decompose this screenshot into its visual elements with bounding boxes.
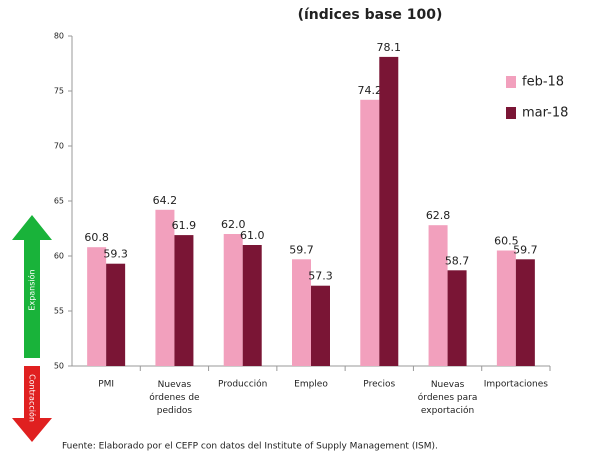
- value-label: 60.5: [494, 235, 519, 248]
- x-tick-label: Empleo: [294, 380, 328, 390]
- bar: [447, 270, 467, 366]
- value-label: 59.3: [103, 248, 128, 261]
- x-tick-label: Nuevas órdenes para exportación: [418, 380, 478, 416]
- value-label: 59.7: [289, 243, 314, 256]
- bar: [515, 259, 535, 366]
- x-tick-label: Importaciones: [484, 380, 549, 390]
- value-label: 59.7: [513, 243, 538, 256]
- bar: [428, 225, 448, 366]
- bar: [106, 263, 126, 366]
- y-tick-label: 65: [54, 197, 64, 206]
- y-tick-label: 75: [54, 87, 64, 96]
- expansion-arrow: [12, 215, 52, 358]
- x-tick-label: PMI: [98, 380, 114, 390]
- value-label: 74.2: [358, 84, 383, 97]
- y-tick-label: 70: [54, 142, 64, 151]
- legend-label: feb-18: [522, 75, 564, 90]
- bar: [360, 99, 380, 367]
- expansion-label: Expansión: [27, 269, 37, 310]
- contraction-arrow: [12, 366, 52, 442]
- bar: [311, 285, 330, 366]
- y-tick-label: 60: [54, 252, 64, 261]
- value-label: 64.2: [153, 194, 178, 207]
- bar: [292, 259, 311, 366]
- bar: [496, 250, 516, 366]
- x-tick-label: Producción: [218, 379, 267, 390]
- x-tick-label: Nuevas órdenes de pedidos: [149, 380, 200, 416]
- x-tick-label: Precios: [363, 380, 395, 390]
- bar: [223, 234, 243, 366]
- source-note: Fuente: Elaborado por el CEFP con datos …: [62, 442, 438, 452]
- value-label: 78.1: [377, 41, 402, 54]
- value-label: 62.8: [426, 209, 451, 222]
- bar: [174, 235, 194, 366]
- y-tick-label: 55: [54, 307, 64, 316]
- bar: [87, 247, 107, 366]
- bar: [242, 245, 262, 366]
- chart-title: (índices base 100): [298, 7, 443, 23]
- legend-swatch: [506, 107, 516, 119]
- y-tick-label: 80: [54, 32, 64, 41]
- value-label: 57.3: [308, 270, 333, 283]
- y-tick-label: 50: [54, 362, 64, 371]
- legend-swatch: [506, 76, 516, 88]
- value-label: 60.8: [84, 231, 109, 244]
- bar: [155, 209, 175, 366]
- legend-label: mar-18: [522, 106, 568, 121]
- bar: [379, 56, 399, 367]
- contraction-label: Contracción: [28, 374, 38, 422]
- value-label: 61.9: [172, 219, 197, 232]
- value-label: 58.7: [445, 254, 470, 267]
- value-label: 61.0: [240, 229, 265, 242]
- value-label: 62.0: [221, 218, 246, 231]
